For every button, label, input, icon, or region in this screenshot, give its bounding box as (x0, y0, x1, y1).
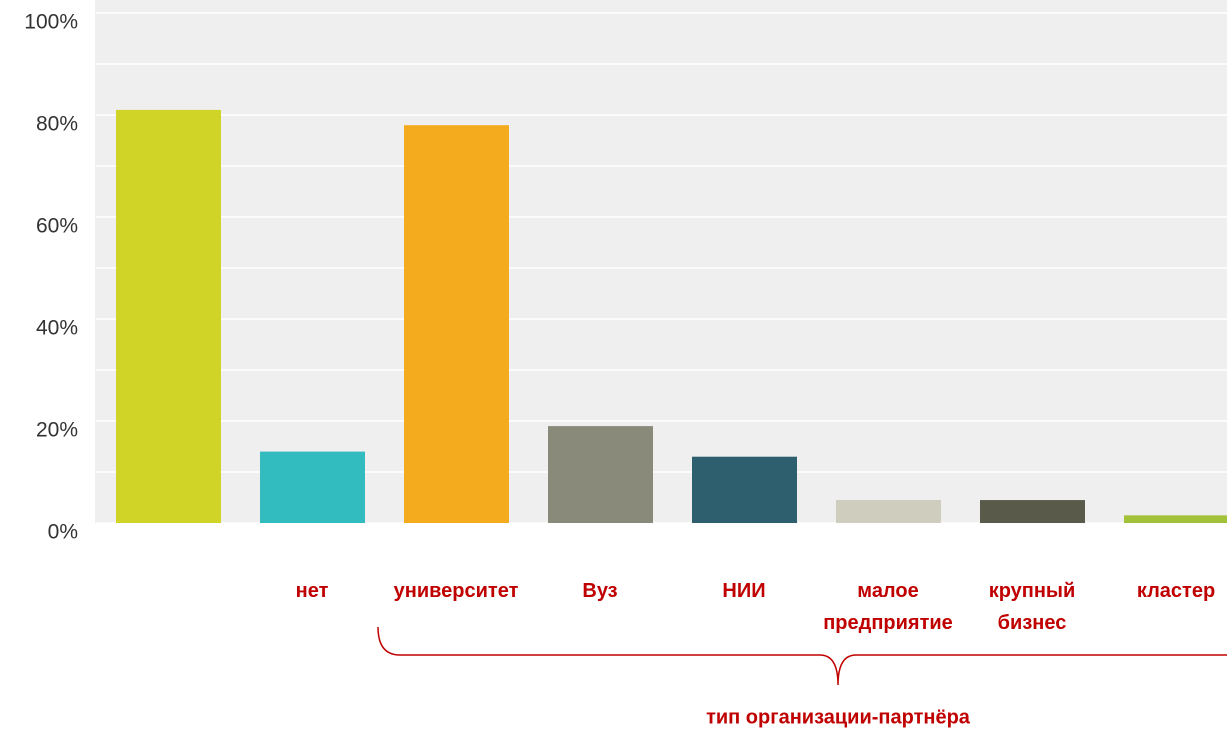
bar (116, 110, 221, 523)
x-tick-label: нет (296, 580, 329, 602)
y-tick-label: 100% (24, 11, 78, 34)
x-axis-label: тип организации-партнёра (706, 706, 971, 728)
bar (260, 452, 365, 523)
x-tick-label: Вуз (582, 580, 617, 602)
bar (980, 500, 1085, 523)
bar (404, 125, 509, 523)
bar (836, 500, 941, 523)
x-tick-label: университет (394, 580, 519, 602)
y-tick-label: 0% (48, 521, 78, 544)
brace (378, 627, 1227, 685)
x-tick-label: кластер (1137, 580, 1215, 602)
bar (548, 426, 653, 523)
x-tick-label: НИИ (722, 580, 765, 602)
bar (692, 457, 797, 523)
y-tick-label: 40% (36, 317, 78, 340)
bar (1124, 515, 1227, 523)
y-tick-label: 20% (36, 419, 78, 442)
y-tick-label: 60% (36, 215, 78, 238)
y-tick-label: 80% (36, 113, 78, 136)
plot-area (95, 0, 1227, 523)
chart: тип организации-партнёра 0% 20% 40% 60% 80% 1… (0, 0, 1227, 733)
